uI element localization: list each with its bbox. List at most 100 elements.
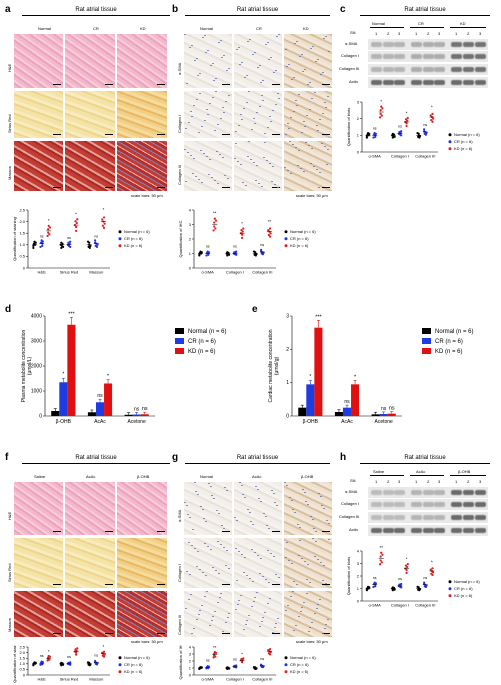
data-point [39, 663, 42, 666]
cell-nucleus [196, 99, 198, 101]
legend-label: CR (n = 6) [454, 586, 473, 591]
blot-band [463, 490, 474, 495]
divider [360, 463, 490, 464]
cell-nucleus [275, 104, 277, 106]
data-point [69, 663, 72, 666]
cell-nucleus [262, 100, 264, 102]
cell-nucleus [305, 501, 307, 503]
legend-marker [448, 587, 452, 591]
data-point [268, 647, 272, 651]
cell-nucleus [257, 489, 259, 491]
cell-nucleus [246, 620, 248, 622]
cell-nucleus [225, 101, 227, 103]
data-point [260, 663, 263, 666]
x-tick-label: β-OHB [303, 419, 319, 425]
cell-nucleus [190, 111, 192, 113]
ihc-image [284, 141, 332, 191]
blot-band [411, 42, 422, 47]
ihc-image [184, 34, 232, 88]
ihc-image [234, 591, 282, 637]
data-point [75, 222, 78, 225]
ihc-image [184, 91, 232, 138]
y-tick-label: 1 [357, 133, 360, 138]
col-label-normal: Normal [200, 474, 213, 479]
ihc-image [284, 91, 332, 138]
y-tick-label: 3 [286, 314, 289, 320]
divider [22, 463, 170, 464]
ihc-image [184, 538, 232, 588]
y-tick-label: 2 [286, 347, 289, 353]
significance-label: ns [373, 576, 377, 580]
data-point [423, 581, 426, 584]
cell-nucleus [262, 617, 264, 619]
cell-nucleus [206, 591, 208, 593]
data-point [47, 231, 50, 234]
blot-band [394, 42, 405, 47]
col-label-normal: Normal [200, 26, 213, 31]
cell-nucleus [301, 54, 303, 56]
legend-marker [448, 140, 452, 144]
data-point [405, 568, 408, 572]
data-point [214, 655, 217, 658]
data-point [103, 653, 106, 656]
significance-label: * [241, 652, 243, 657]
histology-image [14, 482, 63, 535]
y-tick-label: 0 [357, 149, 360, 154]
blot-band [394, 490, 405, 495]
cell-nucleus [297, 165, 299, 167]
data-point [213, 217, 216, 220]
ihc-image [234, 34, 282, 88]
cell-nucleus [299, 527, 301, 529]
blot-band [451, 490, 462, 495]
cell-nucleus [318, 187, 320, 189]
lane-number: 1 [455, 31, 458, 36]
bar [59, 382, 68, 416]
cell-nucleus [284, 167, 286, 169]
data-point [268, 235, 272, 238]
data-point [418, 136, 421, 139]
cell-nucleus [285, 610, 287, 612]
significance-label: ns [260, 243, 264, 247]
cell-nucleus [328, 51, 330, 53]
cell-nucleus [269, 116, 271, 118]
histology-image [117, 34, 167, 88]
significance-label: ns [389, 406, 395, 412]
ihc-image [234, 141, 282, 191]
data-point [372, 585, 375, 589]
significance-label: ns [97, 393, 103, 399]
panel-label-h: h [340, 452, 347, 463]
cell-nucleus [277, 187, 279, 189]
cell-nucleus [296, 584, 298, 586]
blot-band [371, 490, 382, 495]
data-point [88, 661, 91, 664]
cell-nucleus [255, 486, 257, 488]
cell-nucleus [211, 495, 213, 497]
divider [370, 475, 404, 476]
blot-band [423, 67, 434, 72]
lane-number: 2 [387, 31, 390, 36]
cell-nucleus [288, 128, 290, 130]
legend-marker [118, 670, 122, 674]
cell-nucleus [298, 616, 300, 618]
cell-nucleus [241, 119, 243, 121]
data-point [260, 248, 263, 251]
lane-number: 1 [415, 479, 418, 484]
cell-nucleus [322, 72, 324, 74]
cell-nucleus [251, 606, 253, 608]
legend-marker [118, 237, 122, 241]
cell-nucleus [218, 573, 220, 575]
cell-nucleus [306, 593, 308, 595]
col-label-bohb: β-OHB [137, 474, 150, 479]
cell-nucleus [223, 112, 225, 114]
blot-band [463, 528, 474, 533]
data-point [381, 107, 384, 110]
cell-nucleus [242, 494, 244, 496]
cell-nucleus [288, 64, 290, 66]
cell-nucleus [278, 34, 280, 36]
data-point [380, 561, 383, 564]
x-tick-label: Collagen I [226, 677, 244, 682]
histology-image [117, 591, 167, 637]
data-point [254, 254, 257, 257]
significance-label: ** [213, 645, 217, 650]
panel-b-chart: 0 1 2 3 4 Quantification of IHC α-SMA ns ** Colla… [178, 207, 316, 274]
